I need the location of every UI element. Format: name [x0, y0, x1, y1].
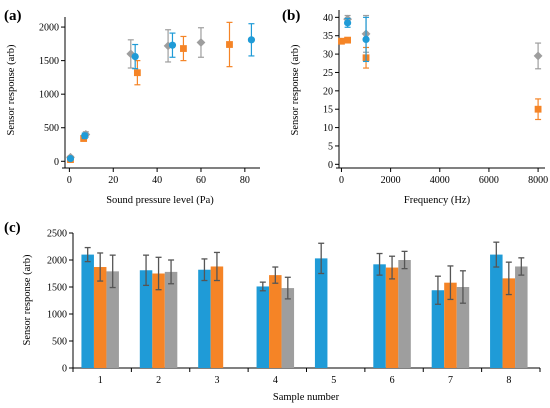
panel-c-bar: [281, 288, 295, 368]
panel-c-bar: [373, 264, 386, 368]
panel-a-x-tick-label: 40: [152, 175, 162, 186]
panel-c-label: (c): [4, 220, 21, 236]
panel-b-point: [533, 51, 543, 61]
panel-a-y-tick-label: 500: [44, 123, 59, 134]
panel-c-bar: [152, 273, 165, 368]
panel-c-y-tick-label: 0: [62, 364, 67, 375]
panel-b-y-tick-label: 25: [323, 68, 333, 79]
panel-b-x-tick-label: 6000: [479, 175, 499, 186]
panel-a-point: [196, 38, 206, 47]
panel-c-bar: [198, 269, 211, 368]
panel-a-marks: [66, 21, 256, 164]
panel-b-x-tick-label: 0: [339, 175, 344, 186]
panel-a-x-tick-label: 80: [240, 175, 250, 186]
panel-c-x-tick-label: 2: [156, 375, 161, 386]
panel-a-ticks: 0 20 40 60 80 0 500 1000 1500 2000: [39, 23, 250, 186]
panel-c-y-tick-label: 1000: [47, 310, 67, 321]
panel-b-point: [362, 35, 370, 43]
panel-c-bar: [81, 254, 94, 368]
panel-a-y-tick-label: 1500: [39, 56, 59, 67]
panel-b: (b) Frequency (Hz) Sensor response (arb)…: [282, 8, 548, 206]
panel-c-x-tick-label: 4: [273, 375, 278, 386]
panel-a-label: (a): [4, 8, 22, 24]
panel-c-x-tick-label: 6: [390, 375, 395, 386]
panel-c-bar: [385, 267, 399, 368]
panel-c-x-label: Sample number: [273, 392, 340, 403]
panel-b-marks: [338, 14, 543, 121]
panel-c-bar: [164, 271, 178, 368]
panel-b-point: [344, 19, 352, 27]
panel-a-point: [180, 45, 187, 52]
panel-b-x-label: Frequency (Hz): [404, 195, 471, 206]
panel-a-x-tick-label: 0: [67, 175, 72, 186]
panel-a-x-tick-label: 20: [108, 175, 118, 186]
panel-b-point: [344, 36, 352, 44]
panel-b-y-tick-label: 5: [328, 141, 333, 152]
panel-c-x-tick-label: 8: [506, 375, 511, 386]
panel-c-bar: [314, 258, 328, 368]
panel-a-y-tick-label: 1000: [39, 90, 59, 101]
panel-c-x-tick-label: 7: [448, 375, 453, 386]
panel-c-bar: [515, 266, 528, 368]
panel-b-x-tick-label: 4000: [430, 175, 450, 186]
panel-b-x-tick-label: 2000: [381, 175, 401, 186]
panel-b-y-tick-label: 40: [323, 13, 333, 24]
panel-b-y-tick-label: 20: [323, 86, 333, 97]
panel-c-y-tick-label: 1500: [47, 283, 67, 294]
panel-c-marks: [81, 241, 528, 368]
panel-c-bar: [431, 290, 445, 368]
panel-b-y-tick-label: 15: [323, 105, 333, 116]
panel-c-x-tick-label: 1: [98, 375, 103, 386]
panel-a-point: [226, 41, 233, 48]
panel-b-point: [534, 105, 542, 113]
panel-c-bar: [269, 275, 282, 368]
panel-b-point: [338, 37, 345, 45]
panel-c-y-tick-label: 2500: [47, 229, 67, 240]
panel-a-point: [66, 155, 75, 163]
panel-b-y-tick-label: 30: [323, 50, 333, 61]
panel-b-y-tick-label: 0: [328, 160, 333, 171]
panel-c-x-tick-label: 5: [331, 375, 336, 386]
panel-a-x-tick-label: 60: [196, 175, 206, 186]
panel-c-bar: [210, 266, 224, 368]
panel-c: (c) Sample number Sensor response (arb) …: [4, 220, 541, 403]
panel-b-y-tick-label: 10: [323, 123, 333, 134]
panel-a-y-tick-label: 2000: [39, 23, 59, 34]
panel-c-bar: [93, 267, 107, 368]
panel-c-bar: [444, 282, 457, 368]
panel-c-bar: [456, 287, 470, 368]
panel-c-y-label: Sensor response (arb): [22, 254, 33, 345]
panel-a-point: [131, 52, 139, 61]
panel-b-label: (b): [282, 8, 300, 24]
panel-c-bar: [256, 286, 270, 368]
panel-c-x-tick-label: 3: [214, 375, 219, 386]
panel-c-bar: [106, 271, 119, 368]
panel-a-x-label: Sound pressure level (Pa): [106, 195, 214, 206]
panel-a-point: [133, 69, 141, 77]
panel-a: (a) Sound pressure level (Pa) Sensor res…: [4, 8, 260, 206]
panel-b-ticks: 0 2000 4000 6000 8000 0 5 10 15 20 25 30 35 40: [323, 13, 548, 186]
panel-c-y-tick-label: 500: [52, 337, 67, 348]
panel-b-y-tick-label: 35: [323, 31, 333, 42]
panel-c-y-tick-label: 2000: [47, 256, 67, 267]
panel-a-point: [168, 41, 177, 49]
panel-b-x-tick-label: 8000: [528, 175, 548, 186]
panel-c-bar: [502, 278, 516, 368]
panel-c-ticks: 0 500 1000 1500 2000 2500 1 2 3 4 5 6 7 8: [47, 229, 541, 386]
panel-c-bar: [490, 254, 503, 368]
panel-a-point: [81, 132, 89, 140]
panel-a-y-label: Sensor response (arb): [6, 44, 17, 135]
panel-a-y-tick-label: 0: [54, 157, 59, 168]
panel-c-bar: [139, 270, 153, 368]
panel-a-point: [247, 36, 256, 44]
panel-b-y-label: Sensor response (arb): [290, 44, 301, 135]
panel-c-bar: [398, 260, 411, 368]
